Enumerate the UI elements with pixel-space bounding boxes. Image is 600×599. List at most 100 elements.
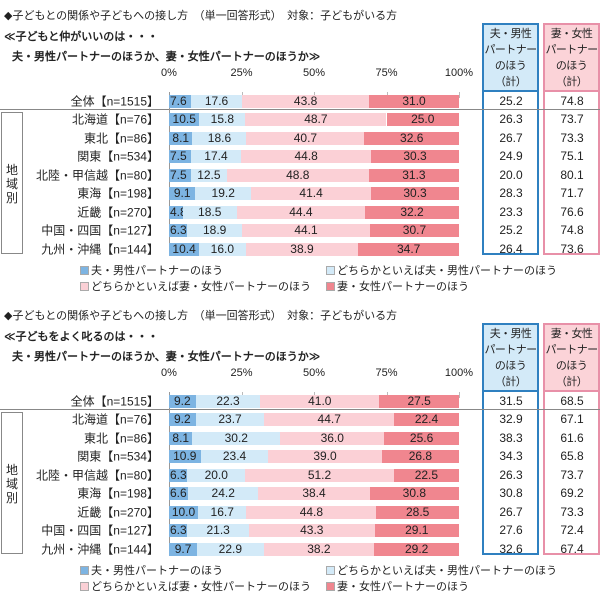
category-label: 北陸・甲信越【n=80】	[35, 168, 159, 183]
bar-segment-somewhat_male: 17.6	[191, 94, 243, 108]
bar-segment-somewhat_male: 18.9	[187, 223, 243, 237]
x-tick-label: 75%	[375, 367, 398, 379]
region-label: 地域別	[1, 412, 23, 554]
bar-segment-somewhat_female: 36.0	[280, 431, 385, 445]
female-total-header: 妻・女性 パートナー のほう （計）	[543, 23, 600, 92]
legend-item: 妻・女性パートナーのほう	[326, 278, 469, 294]
bar-segment-female: 30.3	[371, 149, 459, 163]
female-total-value: 65.8	[560, 449, 584, 463]
bar-segment-somewhat_male: 23.4	[200, 449, 269, 463]
bar-segment-somewhat_male: 17.4	[190, 149, 242, 163]
bar-segment-female: 25.0	[386, 112, 459, 126]
bar-segment-somewhat_female: 48.8	[227, 168, 369, 182]
legend-label: 妻・女性パートナーのほう	[337, 581, 469, 593]
bar-segment-somewhat_male: 30.2	[192, 431, 281, 445]
chart-panel: ◆子どもとの関係や子どもへの接し方 （単一回答形式） 対象：子どもがいる方 ≪子ど…	[0, 0, 600, 299]
male-total-header-line: のほう	[494, 360, 527, 372]
female-total-value: 67.4	[560, 542, 584, 556]
legend-swatch	[326, 581, 335, 591]
bar-segment-male: 9.2	[169, 412, 196, 426]
x-tick-label: 100%	[444, 67, 474, 79]
bar-segment-female: 29.1	[374, 523, 459, 537]
male-total-header-line: （計）	[494, 76, 527, 88]
bar-segment-somewhat_female: 51.2	[245, 468, 394, 482]
bar-segment-female: 30.8	[369, 486, 459, 500]
female-total-value: 73.3	[560, 505, 584, 519]
bar-segment-female: 26.8	[381, 449, 460, 463]
bar-segment-somewhat_male: 15.8	[199, 112, 246, 126]
bar-segment-female: 32.2	[365, 205, 459, 219]
category-label: 北海道【n=76】	[71, 412, 159, 427]
male-total-value: 25.2	[499, 223, 523, 237]
male-total-value: 27.6	[499, 523, 523, 537]
male-total-header-line: パートナー	[484, 344, 538, 356]
legend-label: 夫・男性パートナーのほう	[91, 265, 223, 277]
bar-segment-male: 10.0	[169, 505, 198, 519]
bar-segment-somewhat_male: 12.5	[190, 168, 227, 182]
legend-swatch	[326, 265, 335, 275]
category-label: 全体【n=1515】	[70, 394, 159, 409]
bar-segment-male: 6.3	[169, 222, 188, 237]
bar-segment-somewhat_male: 16.0	[199, 242, 246, 256]
female-total-value: 73.3	[560, 131, 584, 145]
chart-panel: ◆子どもとの関係や子どもへの接し方 （単一回答形式） 対象：子どもがいる方 ≪子ど…	[0, 300, 600, 599]
legend-item: 妻・女性パートナーのほう	[326, 578, 469, 594]
bar-segment-somewhat_female: 43.3	[249, 523, 375, 537]
bar-segment-female: 28.5	[376, 505, 459, 519]
female-total-value: 76.6	[560, 205, 584, 219]
category-label: 北陸・甲信越【n=80】	[35, 468, 159, 483]
x-tick-label: 75%	[375, 67, 398, 79]
category-label: 近畿【n=270】	[77, 505, 159, 520]
x-tick-label: 50%	[302, 367, 326, 379]
chart-title: ≪子どもと仲がいいのは・・・	[4, 31, 159, 43]
female-total-value: 71.7	[560, 186, 584, 200]
bar-segment-somewhat_male: 22.3	[195, 394, 261, 408]
chart-title: ≪子どもをよく叱るのは・・・	[4, 331, 159, 343]
x-tick-label: 100%	[444, 367, 474, 379]
female-total-value: 74.8	[560, 94, 584, 108]
female-total-value: 67.1	[560, 412, 584, 426]
gridline	[459, 392, 460, 398]
bar-segment-male: 7.6	[169, 94, 192, 108]
male-total-value: 25.2	[499, 94, 523, 108]
female-total-column	[543, 392, 600, 555]
female-total-value: 74.8	[560, 223, 584, 237]
female-total-header-line: 妻・女性	[550, 28, 593, 40]
bar-segment-somewhat_female: 44.1	[242, 223, 370, 237]
bar-segment-female: 30.7	[369, 223, 459, 237]
legend-label: どちらかといえば妻・女性パートナーのほう	[91, 281, 311, 293]
bar-segment-somewhat_male: 19.2	[195, 186, 252, 200]
male-total-header-line: 夫・男性	[489, 328, 532, 340]
female-total-header-line: のほう	[555, 60, 588, 72]
male-total-value: 26.4	[499, 242, 523, 256]
chart-heading: ◆子どもとの関係や子どもへの接し方 （単一回答形式） 対象：子どもがいる方	[4, 10, 398, 22]
bar-segment-male: 6.3	[169, 522, 188, 537]
female-total-value: 68.5	[560, 394, 584, 408]
bar-segment-male: 10.4	[169, 242, 200, 256]
category-label: 九州・沖縄【n=144】	[41, 242, 159, 257]
male-total-value: 23.3	[499, 205, 523, 219]
category-label: 北海道【n=76】	[71, 112, 159, 127]
female-total-header-line: のほう	[555, 360, 588, 372]
bar-segment-somewhat_female: 44.7	[264, 412, 395, 426]
male-total-header-line: パートナー	[484, 44, 538, 56]
legend-label: どちらかといえば妻・女性パートナーのほう	[91, 581, 311, 593]
legend-swatch	[80, 565, 89, 575]
bar-segment-somewhat_female: 38.4	[258, 486, 370, 500]
bar-segment-somewhat_male: 16.7	[198, 505, 247, 519]
category-label: 中国・四国【n=127】	[41, 223, 159, 238]
bar-segment-somewhat_female: 38.2	[263, 542, 375, 556]
bar-segment-female: 29.2	[374, 542, 459, 556]
bar-segment-somewhat_male: 23.7	[195, 412, 265, 426]
bar-segment-female: 25.6	[384, 431, 459, 445]
bar-segment-male: 6.3	[169, 467, 188, 482]
bar-segment-male: 8.1	[169, 431, 193, 445]
bar-segment-somewhat_female: 38.9	[245, 242, 359, 256]
male-total-value: 26.3	[499, 468, 523, 482]
bar-segment-somewhat_female: 43.8	[242, 94, 370, 108]
category-label: 中国・四国【n=127】	[41, 523, 159, 538]
male-total-value: 32.6	[499, 542, 523, 556]
category-label: 関東【n=534】	[77, 449, 159, 464]
legend-label: どちらかといえば夫・男性パートナーのほう	[337, 265, 557, 277]
male-total-header: 夫・男性 パートナー のほう （計）	[482, 23, 539, 92]
